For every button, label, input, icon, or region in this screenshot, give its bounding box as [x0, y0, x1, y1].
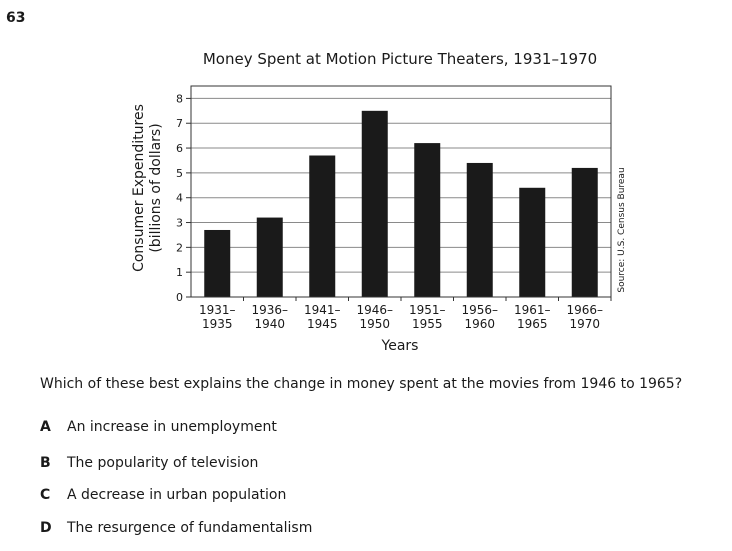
- question-number: 63: [6, 10, 26, 26]
- y-tick-label: 5: [176, 167, 183, 180]
- bar: [519, 187, 546, 297]
- x-tick-label: 1955: [412, 317, 443, 331]
- bar-chart: Money Spent at Motion Picture Theaters, …: [131, 50, 627, 354]
- x-tick-label: 1951–: [409, 303, 446, 317]
- bar: [571, 167, 598, 297]
- bar: [466, 162, 493, 297]
- y-axis-label-line2: (billions of dollars): [148, 123, 164, 252]
- x-tick-label: 1940: [254, 317, 285, 331]
- x-tick-label: 1961–: [514, 303, 551, 317]
- gridlines: [191, 97, 611, 273]
- x-tick-label: 1960: [464, 317, 495, 331]
- y-axis-label-line1: Consumer Expenditures: [131, 104, 147, 272]
- source-note: Source: U.S. Census Bureau: [617, 167, 627, 292]
- bar: [309, 155, 336, 297]
- choice-a[interactable]: A An increase in unemployment: [40, 419, 277, 435]
- x-tick-label: 1931–: [199, 303, 236, 317]
- x-tick-label: 1956–: [461, 303, 498, 317]
- chart-title: Money Spent at Motion Picture Theaters, …: [203, 50, 597, 68]
- y-tick-label: 8: [176, 92, 183, 105]
- choice-text: The popularity of television: [67, 455, 259, 471]
- choice-letter: A: [40, 419, 51, 435]
- choice-b[interactable]: B The popularity of television: [40, 455, 258, 471]
- choice-d[interactable]: D The resurgence of fundamentalism: [40, 520, 312, 536]
- x-tick-labels: 1931–1935 1936–1940 1941–1945 1946–1950 1951…: [199, 297, 612, 331]
- question-text: Which of these best explains the change …: [40, 376, 683, 392]
- y-tick-label: 3: [176, 217, 183, 230]
- x-tick-label: 1936–: [251, 303, 288, 317]
- bar: [204, 229, 231, 297]
- y-tick-label: 7: [176, 117, 183, 130]
- bars: [204, 110, 598, 297]
- x-tick-label: 1946–: [356, 303, 393, 317]
- bar: [256, 217, 283, 297]
- x-tick-label: 1950: [359, 317, 390, 331]
- x-tick-label: 1965: [517, 317, 548, 331]
- y-tick-labels: 0 1 2 3 4 5 6 7 8: [176, 92, 191, 304]
- x-tick-label: 1966–: [566, 303, 603, 317]
- choice-text: A decrease in urban population: [67, 487, 287, 503]
- x-tick-label: 1970: [569, 317, 600, 331]
- y-tick-label: 1: [176, 266, 183, 279]
- y-tick-label: 4: [176, 192, 183, 205]
- y-tick-label: 0: [176, 291, 183, 304]
- y-tick-label: 2: [176, 241, 183, 254]
- choice-text: The resurgence of fundamentalism: [67, 520, 313, 536]
- choice-letter: B: [40, 455, 51, 471]
- x-tick-label: 1935: [202, 317, 233, 331]
- choice-text: An increase in unemployment: [67, 419, 277, 435]
- bar: [414, 143, 441, 297]
- x-axis-label: Years: [381, 338, 419, 354]
- x-tick-label: 1941–: [304, 303, 341, 317]
- plot-frame: [190, 85, 612, 298]
- bar: [361, 110, 388, 297]
- choice-letter: D: [40, 520, 52, 536]
- choice-c[interactable]: C A decrease in urban population: [40, 487, 286, 503]
- x-tick-label: 1945: [307, 317, 338, 331]
- choice-letter: C: [40, 487, 51, 503]
- y-tick-label: 6: [176, 142, 183, 155]
